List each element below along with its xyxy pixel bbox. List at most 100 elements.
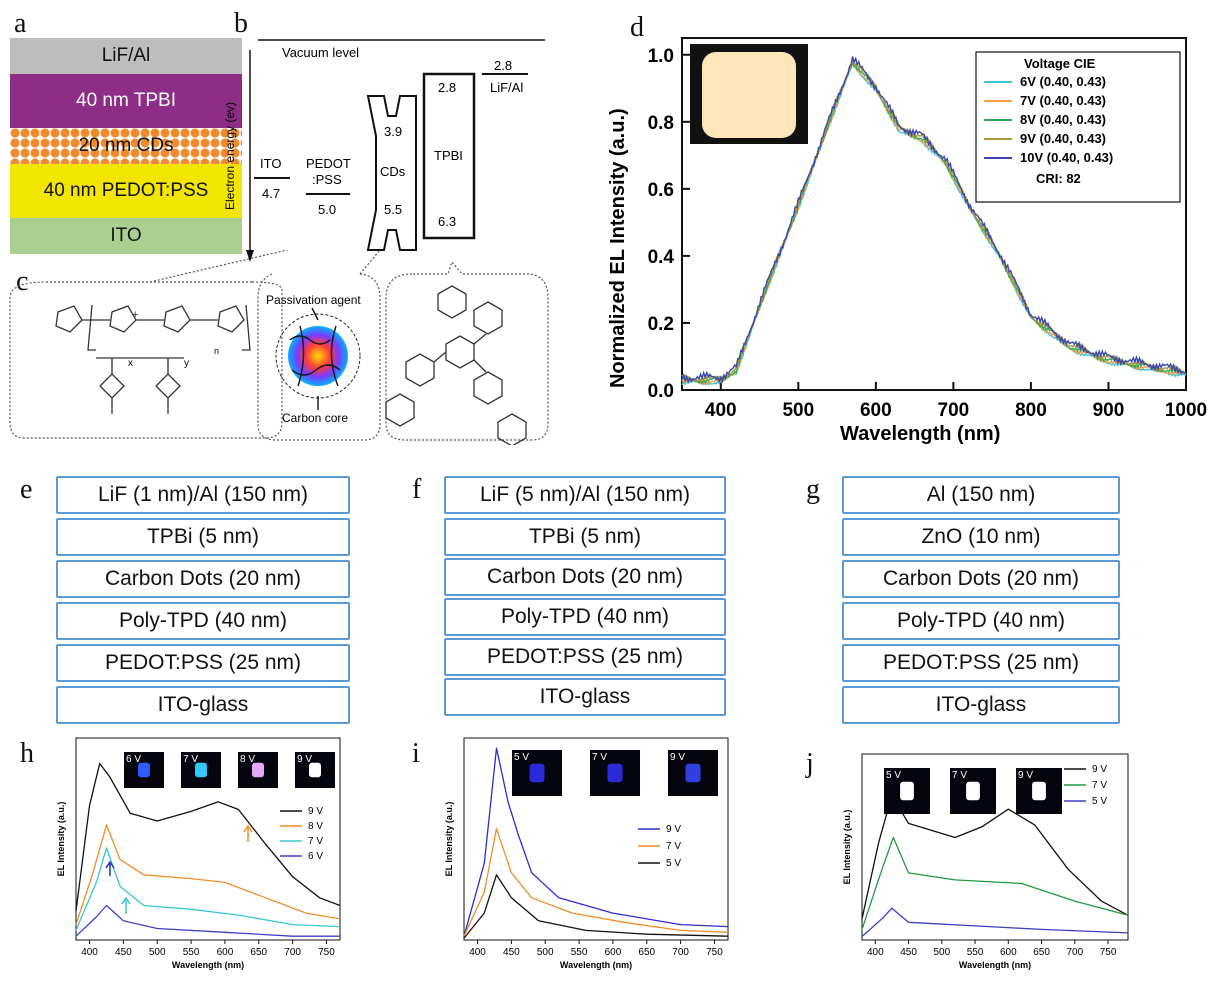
- panel-label-i: i: [412, 738, 420, 769]
- d-xtick-label: 700: [938, 400, 970, 421]
- stack-e-layer-2: TPBi (5 nm): [56, 518, 350, 556]
- legend-entry: 8 V: [308, 821, 323, 832]
- arrow-icon: [121, 896, 131, 914]
- panel-label-d: d: [630, 12, 644, 43]
- tpbi-name: TPBI: [434, 148, 463, 163]
- energy-diagram: Vacuum level Electron energy (ev) ITO 4.…: [223, 39, 545, 262]
- xtick-label: 600: [1000, 947, 1017, 958]
- inset-voltage-label: 7 V: [952, 770, 967, 781]
- xlabel: Wavelength (nm): [172, 960, 244, 970]
- inset-voltage-label: 6 V: [126, 754, 141, 765]
- d-ytick-label: 0.2: [648, 314, 674, 335]
- device-glow-icon: [685, 763, 701, 783]
- cds-name: CDs: [380, 164, 406, 179]
- device-glow-icon: [309, 762, 321, 778]
- stack-e-layer-5: PEDOT:PSS (25 nm): [56, 644, 350, 682]
- d-series-line: [681, 56, 1187, 384]
- carbon-core-label: Carbon core: [282, 411, 348, 425]
- chart-h: 400 450 500 550 600 650 700 750 Wavelength (nm) E…: [56, 737, 341, 970]
- ylabel: EL Intensity (a.u.): [444, 802, 454, 877]
- series-line: [463, 874, 729, 939]
- legend-entry: 9 V: [308, 806, 323, 817]
- xtick-label: 750: [1100, 947, 1117, 958]
- stack-f-layer-1: LiF (5 nm)/Al (150 nm): [444, 476, 726, 514]
- xtick-label: 650: [638, 947, 655, 958]
- xtick-label: 500: [149, 947, 166, 958]
- carbon-core-icon: [288, 326, 348, 386]
- pedot-name: PEDOT: [306, 156, 351, 171]
- chart-j: 400 450 500 550 600 650 700 750 Wavelength (nm) E…: [842, 753, 1129, 970]
- vacuum-level-label: Vacuum level: [282, 45, 359, 60]
- tpbi-lumo: 2.8: [438, 80, 456, 95]
- d-legend-entry: 10V (0.40, 0.43): [1020, 150, 1113, 165]
- d-legend-title: Voltage CIE: [1024, 56, 1096, 71]
- xtick-label: 500: [537, 947, 554, 958]
- panel-label-h: h: [20, 738, 34, 769]
- xlabel: Wavelength (nm): [560, 960, 632, 970]
- subscript-y: y: [184, 358, 189, 369]
- d-xtick-label: 400: [705, 400, 737, 421]
- layer-lif-al: LiF/Al: [10, 38, 242, 74]
- stack-f-layer-2: TPBi (5 nm): [444, 518, 726, 556]
- legend-entry: 7 V: [308, 836, 323, 847]
- d-ytick-label: 0.4: [648, 247, 675, 268]
- device-glow-icon: [138, 762, 150, 778]
- stack-g-layer-5: PEDOT:PSS (25 nm): [842, 644, 1120, 682]
- inset-voltage-label: 8 V: [240, 754, 255, 765]
- series-line: [75, 762, 341, 912]
- stack-g-layer-4: Poly-TPD (40 nm): [842, 602, 1120, 640]
- d-legend-entry: 7V (0.40, 0.43): [1020, 93, 1106, 108]
- d-cri-label: CRI: 82: [1036, 171, 1081, 186]
- device-glow-icon: [900, 781, 914, 801]
- panel-label-j: j: [806, 748, 814, 779]
- legend-entry: 6 V: [308, 851, 323, 862]
- series-line: [861, 907, 1129, 937]
- inset-voltage-label: 5 V: [886, 770, 901, 781]
- xtick-label: 450: [115, 947, 132, 958]
- arrow-icon: [243, 824, 253, 842]
- xtick-label: 550: [183, 947, 200, 958]
- stack-f-layer-5: PEDOT:PSS (25 nm): [444, 638, 726, 676]
- series-line: [861, 836, 1129, 930]
- legend-entry: 5 V: [666, 858, 681, 869]
- ylabel: EL Intensity (a.u.): [56, 802, 66, 877]
- inset-voltage-label: 7 V: [592, 752, 607, 763]
- d-xtick-label: 1000: [1165, 400, 1207, 421]
- stack-f-layer-6: ITO-glass: [444, 678, 726, 716]
- ito-value: 4.7: [262, 186, 280, 201]
- panel-label-b: b: [234, 8, 248, 39]
- legend-entry: 5 V: [1092, 796, 1107, 807]
- lif-name: LiF/Al: [490, 80, 523, 95]
- stack-e-layer-4: Poly-TPD (40 nm): [56, 602, 350, 640]
- series-line: [75, 824, 341, 925]
- energy-axis-label: Electron energy (ev): [223, 102, 237, 210]
- stack-f-layer-3: Carbon Dots (20 nm): [444, 558, 726, 596]
- d-ylabel: Normalized EL Intensity (a.u.): [607, 108, 629, 388]
- chemical-structures: + n x y Passivation agent Carbon core: [9, 250, 549, 445]
- d-legend-entry: 8V (0.40, 0.43): [1020, 112, 1106, 127]
- panel-label-e: e: [20, 474, 33, 505]
- xtick-label: 450: [900, 947, 917, 958]
- tpbi-homo: 6.3: [438, 214, 456, 229]
- inset-voltage-label: 9 V: [297, 754, 312, 765]
- panel-label-c: c: [16, 266, 29, 297]
- panel-label-a: a: [14, 8, 27, 39]
- series-line: [463, 828, 729, 937]
- xtick-label: 600: [217, 947, 234, 958]
- xlabel: Wavelength (nm): [959, 960, 1031, 970]
- ito-name: ITO: [260, 156, 281, 171]
- xtick-label: 550: [967, 947, 984, 958]
- glowing-device-icon: [702, 52, 796, 138]
- device-glow-icon: [966, 781, 980, 801]
- d-legend-entry: 6V (0.40, 0.43): [1020, 74, 1106, 89]
- series-line: [463, 747, 729, 937]
- stack-f-layer-4: Poly-TPD (40 nm): [444, 598, 726, 636]
- pedot-name2: :PSS: [312, 172, 342, 187]
- stack-e-layer-1: LiF (1 nm)/Al (150 nm): [56, 476, 350, 514]
- legend-entry: 7 V: [1092, 780, 1107, 791]
- xtick-label: 400: [867, 947, 884, 958]
- layer-tpbi: 40 nm TPBI: [10, 74, 242, 128]
- cds-lumo: 3.9: [384, 124, 402, 139]
- xtick-label: 750: [706, 947, 723, 958]
- d-ytick-label: 1.0: [648, 46, 674, 67]
